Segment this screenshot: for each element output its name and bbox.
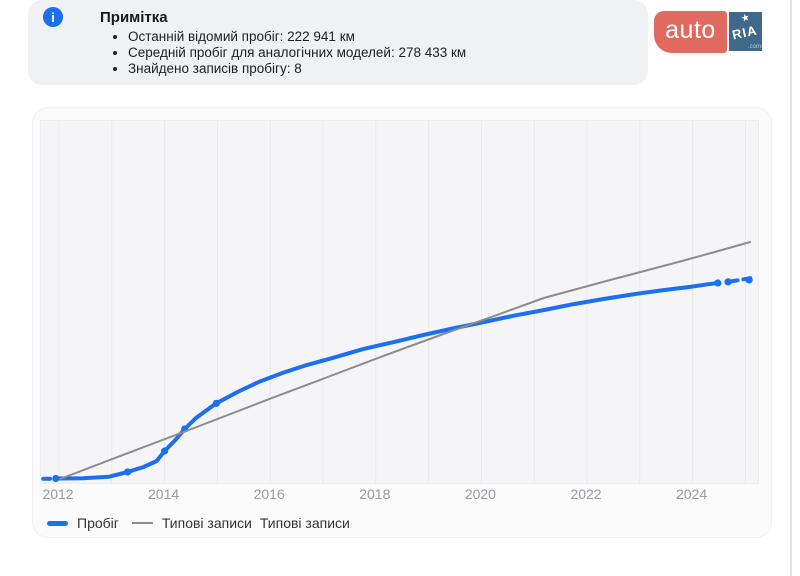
x-axis-label: 2024: [676, 486, 708, 502]
page-right-divider: [790, 0, 792, 576]
logo-auto-block: auto: [654, 11, 727, 53]
autoria-logo[interactable]: auto ★ RIA .com: [654, 11, 762, 53]
mileage-chart-svg: [41, 121, 757, 483]
x-axis-label: 2020: [464, 486, 496, 502]
note-bullet-average-mileage: Середній пробіг для аналогічних моделей:…: [128, 45, 466, 61]
note-box: i Примітка Останній відомий пробіг: 222 …: [28, 0, 648, 85]
chart-plot-area[interactable]: [40, 120, 759, 484]
x-axis-label: 2018: [359, 486, 391, 502]
note-title: Примітка: [100, 9, 168, 26]
note-bullet-list: Останній відомий пробіг: 222 941 км Сере…: [100, 29, 466, 77]
x-axis-label: 2014: [148, 486, 180, 502]
legend-swatch-blue-line: [47, 520, 68, 526]
mileage-record-dot: [745, 276, 753, 284]
legend-label: Типові записи: [161, 515, 252, 531]
legend-item-typical-2[interactable]: Типові записи: [260, 515, 350, 531]
info-icon: i: [43, 7, 63, 27]
mileage-record-dot: [161, 447, 169, 455]
note-bullet-records-found: Знайдено записів пробігу: 8: [128, 61, 466, 77]
x-axis-label: 2022: [570, 486, 602, 502]
legend-label: Пробіг: [77, 515, 119, 531]
mileage-record-dot: [714, 279, 722, 287]
mileage-chart-card: 2012 2014 2016 2018 2020 2022 2024 Пробіг Типо…: [32, 107, 772, 538]
logo-com-text: .com: [747, 44, 761, 50]
typical-records-line: [59, 241, 752, 480]
x-axis-label: 2012: [42, 486, 74, 502]
chart-legend: Пробіг Типові записи Типові записи: [47, 513, 350, 533]
mileage-record-dot: [52, 474, 60, 483]
x-axis-label: 2016: [253, 486, 285, 502]
x-axis-labels: 2012 2014 2016 2018 2020 2022 2024: [40, 486, 764, 504]
logo-ria-text: RIA: [730, 22, 759, 43]
logo-ria-block: ★ RIA .com: [729, 12, 762, 51]
mileage-line: [53, 281, 720, 481]
mileage-record-dot: [724, 278, 732, 286]
legend-item-typical[interactable]: Типові записи: [131, 515, 252, 531]
mileage-record-dot: [212, 399, 220, 407]
legend-swatch-gray-line: [131, 522, 153, 524]
legend-item-mileage[interactable]: Пробіг: [47, 515, 119, 531]
legend-label: Типові записи: [259, 515, 350, 531]
note-bullet-last-mileage: Останній відомий пробіг: 222 941 км: [128, 29, 466, 45]
mileage-record-dot: [124, 468, 132, 476]
